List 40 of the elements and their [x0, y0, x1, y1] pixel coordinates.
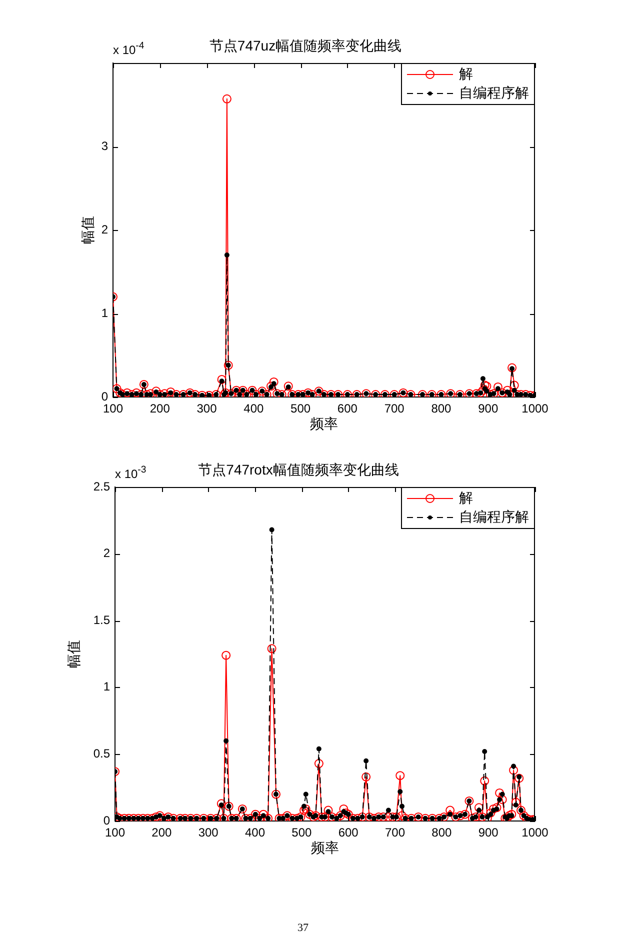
- x-tick-label: 1000: [522, 826, 549, 840]
- y-tick-label: 0: [101, 389, 108, 404]
- y-tick-label: 2: [103, 546, 110, 560]
- legend-label: 自编程序解: [459, 508, 529, 524]
- x-tick-label: 400: [244, 402, 264, 416]
- x-tick-label: 600: [338, 826, 359, 840]
- x-tick-label: 500: [290, 402, 311, 416]
- x-tick-label: 100: [102, 402, 124, 416]
- x-tick-label: 900: [478, 826, 499, 840]
- x-axis-title: 频率: [311, 839, 339, 856]
- y-tick-label: 2: [101, 222, 108, 236]
- x-tick-label: 400: [244, 826, 266, 840]
- x-axis-title: 频率: [310, 415, 338, 432]
- legend-label: 解: [459, 489, 473, 506]
- text: 37: [296, 922, 310, 934]
- x-tick-label: 900: [478, 402, 498, 416]
- y-axis-title: 幅值: [65, 640, 82, 668]
- x-tick-label: 600: [337, 402, 358, 416]
- y-tick-label: 1.5: [93, 612, 110, 627]
- x-tick-label: 200: [150, 402, 170, 416]
- x-tick-label: 800: [431, 402, 452, 416]
- y-axis-title: 幅值: [79, 216, 96, 244]
- chart-title: 节点747rotx幅值随频率变化曲线: [198, 461, 399, 478]
- y-tick-label: 0.5: [93, 746, 110, 761]
- y-tick-label: 1: [103, 680, 110, 694]
- x-tick-label: 700: [384, 402, 405, 416]
- x-tick-label: 700: [384, 826, 406, 840]
- y-tick-label: 1: [101, 306, 108, 320]
- x-tick-label: 800: [432, 826, 452, 840]
- x-tick-label: 100: [104, 826, 126, 840]
- y-tick-label: 0: [103, 813, 110, 828]
- chart-title: 节点747uz幅值随频率变化曲线: [209, 37, 402, 54]
- y-tick-label: 3: [101, 138, 108, 153]
- x-tick-label: 300: [198, 826, 219, 840]
- legend-label: 解: [459, 65, 473, 82]
- x-tick-label: 1000: [522, 402, 549, 416]
- x-tick-label: 200: [152, 826, 172, 840]
- y-tick-label: 2.5: [93, 479, 110, 494]
- x-tick-label: 500: [292, 826, 312, 840]
- x-tick-label: 300: [196, 402, 218, 416]
